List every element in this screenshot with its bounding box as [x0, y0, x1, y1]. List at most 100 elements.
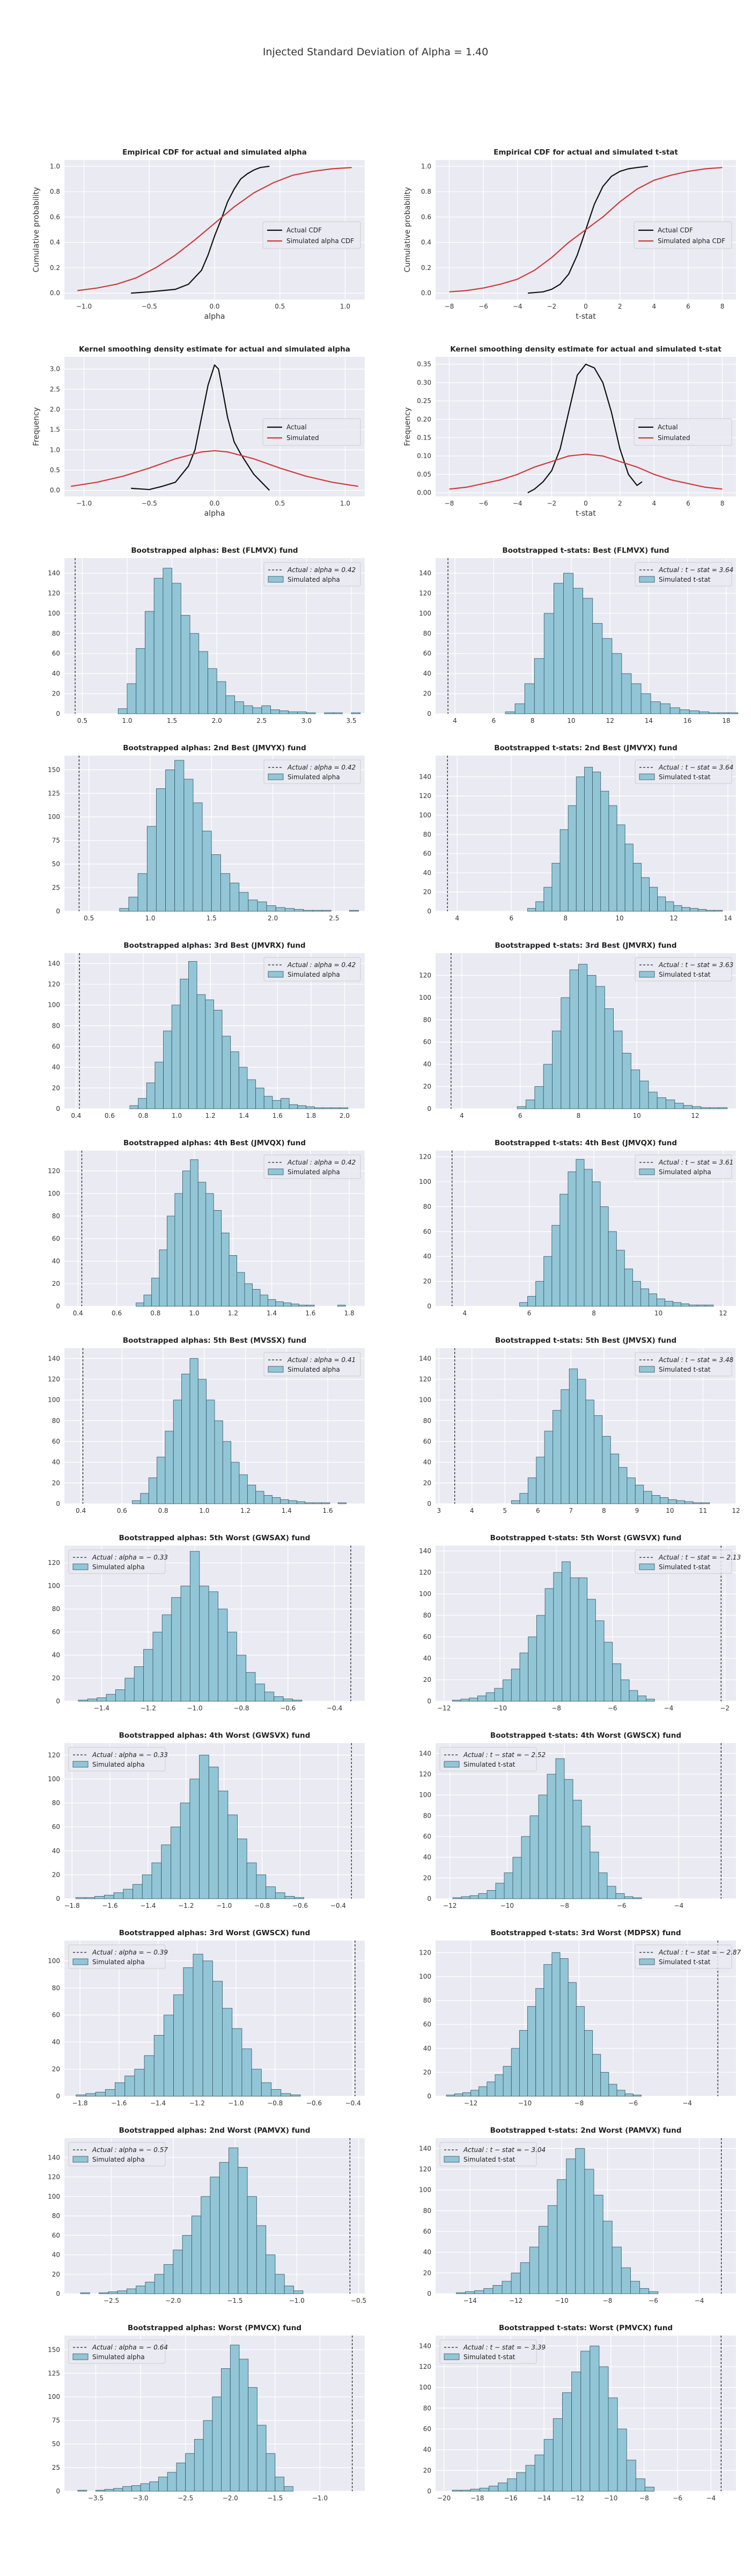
x-tick-label: 1.4	[267, 1309, 277, 1317]
y-tick-label: 120	[419, 1569, 431, 1576]
histogram-bar	[544, 1588, 554, 1702]
y-tick-label: 40	[423, 670, 431, 677]
histogram-bar	[629, 1690, 638, 1702]
y-tick-label: 40	[423, 1060, 431, 1068]
histogram-bar	[598, 1872, 608, 1899]
histogram-bar	[660, 703, 671, 714]
histogram-bar	[124, 2075, 135, 2097]
legend: Actual : alpha = − 0.39 Simulated alpha	[68, 1944, 168, 1969]
x-tick-label: 12	[669, 914, 678, 922]
histogram-bar	[284, 1896, 295, 1899]
histogram-bar	[255, 1087, 264, 1109]
histogram-bar	[665, 901, 674, 912]
chart-title: Bootstrapped alphas: 4th Worst (GWSVX) f…	[119, 1731, 311, 1740]
histogram-bar	[640, 1289, 649, 1307]
chart-panel-4: −8 −6 −4 −2 0 2 4 6 8 0.00 0.05 0.10 0.15 0.20 0.25 0.3…	[403, 345, 736, 518]
legend-swatch-simulated	[639, 1366, 655, 1373]
histogram-bar	[543, 2439, 554, 2492]
y-tick-label: 140	[48, 1355, 60, 1362]
x-tick-label: 0.8	[138, 1112, 148, 1119]
histogram-bar	[140, 2483, 150, 2492]
histogram-bar	[668, 1499, 677, 1504]
y-tick-label: 20	[52, 1280, 60, 1287]
histogram-bar	[129, 1105, 139, 1109]
histogram-bar	[608, 1231, 617, 1307]
chart-panel-6: 4 6 8 10 12 14 16 18 0 20 40 60 80 100 120 140 Bootstrap…	[419, 546, 739, 724]
y-tick-label: 1.0	[421, 163, 431, 170]
y-tick-label: 80	[423, 831, 431, 838]
histogram-bar	[511, 2048, 520, 2097]
y-tick-label: 80	[423, 1016, 431, 1023]
series-line-2	[77, 167, 352, 291]
chart-title: Bootstrapped alphas: 2nd Worst (PAMVX) f…	[119, 2126, 311, 2135]
histogram-bar	[705, 1305, 714, 1307]
histogram-bar	[632, 863, 642, 912]
y-tick-label: 100	[48, 813, 60, 821]
x-tick-label: 1.6	[273, 1112, 283, 1119]
histogram-bar	[555, 1758, 565, 1899]
y-tick-label: 40	[52, 1651, 60, 1659]
histogram-bar	[575, 2148, 585, 2294]
histogram-bar	[222, 2008, 233, 2097]
histogram-bar	[205, 1193, 214, 1307]
legend-label-simulated: Simulated alpha	[288, 1168, 340, 1176]
histogram-bar	[503, 2066, 512, 2097]
histogram-bar	[548, 2205, 558, 2294]
x-tick-label: −10	[604, 2494, 617, 2502]
histogram-bar	[153, 577, 164, 714]
histogram-bar	[266, 2255, 276, 2294]
y-tick-label: 80	[52, 1022, 60, 1029]
y-tick-label: 60	[423, 1038, 431, 1046]
histogram-bar	[446, 2095, 455, 2097]
legend-swatch-simulated	[268, 1168, 284, 1175]
legend-label-actual: Actual : t − stat = 3.61	[658, 1159, 733, 1166]
histogram-bar	[534, 1086, 544, 1109]
x-tick-label: 0.4	[71, 1112, 81, 1119]
x-tick-label: −1.5	[227, 2297, 242, 2304]
legend-label-simulated: Simulated alpha	[92, 2353, 145, 2361]
histogram-bar	[157, 1457, 166, 1504]
histogram-bar	[189, 1779, 200, 1899]
y-tick-label: 75	[52, 837, 60, 844]
y-tick-label: 3.0	[50, 365, 60, 373]
x-tick-label: −12	[443, 1902, 457, 1909]
x-tick-label: 6	[492, 717, 496, 724]
histogram-bar	[188, 961, 197, 1109]
histogram-bar	[635, 1484, 644, 1504]
x-tick-label: 4	[455, 914, 460, 922]
histogram-bar	[517, 1106, 526, 1109]
y-tick-label: 40	[423, 2045, 431, 2052]
y-tick-label: 80	[423, 1417, 431, 1424]
histogram-bar	[193, 802, 203, 912]
x-tick-label: −1.2	[178, 1902, 194, 1909]
y-tick-label: 0.4	[50, 239, 60, 246]
legend-swatch-simulated	[444, 2353, 460, 2360]
y-tick-label: 100	[48, 2193, 60, 2200]
series-line-1	[528, 165, 648, 294]
histogram-bar	[478, 1893, 488, 1899]
y-tick-label: 120	[48, 1167, 60, 1175]
legend-label-actual: Actual : t − stat = − 3.04	[463, 2146, 546, 2154]
chart-panel-17: −1.8 −1.6 −1.4 −1.2 −1.0 −0.8 −0.6 −0.4 0 20 40 60 8…	[48, 1731, 365, 1909]
histogram-bar	[241, 2048, 252, 2097]
y-tick-label: 0	[427, 710, 431, 718]
histogram-bar	[519, 1302, 528, 1307]
histogram-bar	[246, 1672, 256, 1702]
histogram-bar	[181, 1373, 190, 1504]
x-tick-label: 10	[654, 1309, 662, 1317]
y-tick-label: 0.15	[417, 434, 431, 442]
x-tick-label: 1.6	[305, 1309, 315, 1317]
histogram-bar	[330, 1107, 340, 1109]
chart-panel-15: −1.4 −1.2 −1.0 −0.8 −0.6 −0.4 0 20 40 60 80 100 120 B…	[48, 1534, 365, 1712]
y-tick-label: 140	[419, 773, 431, 780]
histogram-bar	[174, 1193, 183, 1307]
x-tick-label: −4	[682, 2099, 692, 2107]
x-tick-label: 9	[635, 1507, 639, 1514]
x-tick-label: 4	[652, 303, 656, 310]
histogram-bar	[202, 1960, 213, 2097]
chart-title: Bootstrapped t-stats: 3rd Worst (MDPSX) …	[490, 1929, 681, 1937]
legend-label: Simulated alpha CDF	[286, 237, 354, 245]
x-tick-label: −1.0	[216, 1902, 232, 1909]
x-tick-label: 0.4	[73, 1309, 83, 1317]
histogram-bar	[576, 776, 585, 912]
